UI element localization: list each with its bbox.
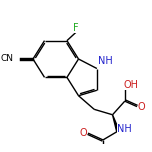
- Text: CN: CN: [1, 55, 14, 64]
- Text: O: O: [138, 102, 146, 112]
- Text: F: F: [73, 23, 79, 33]
- Text: NH: NH: [98, 56, 113, 66]
- Polygon shape: [112, 115, 119, 131]
- Text: O: O: [79, 128, 87, 138]
- Text: OH: OH: [123, 80, 138, 90]
- Text: NH: NH: [117, 124, 131, 134]
